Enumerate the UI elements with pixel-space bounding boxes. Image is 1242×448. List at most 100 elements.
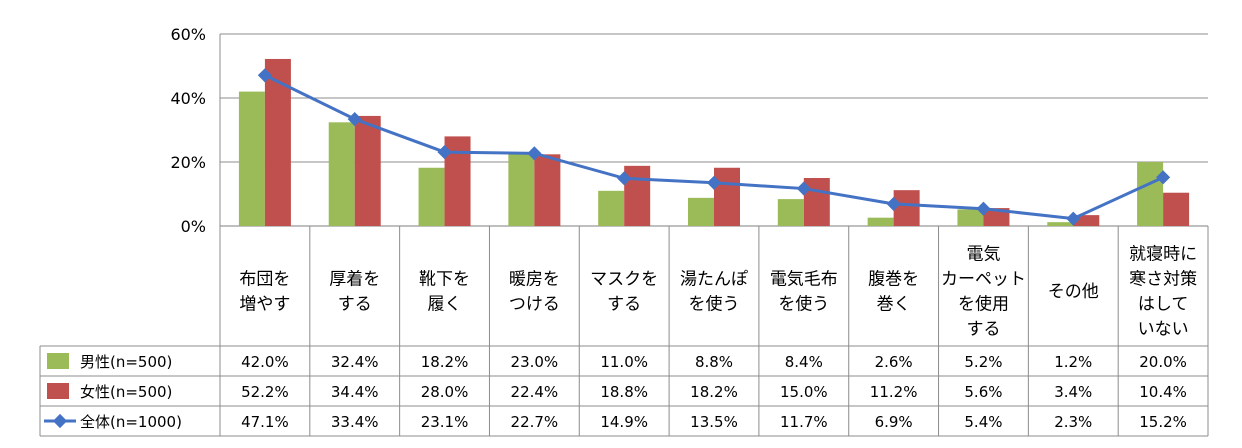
data-label: 10.4% [1139, 383, 1187, 401]
x-tick-label: 履く [428, 295, 462, 315]
y-tick-label: 40% [170, 89, 206, 108]
x-tick-label: する [966, 320, 1000, 340]
data-label: 20.0% [1139, 353, 1187, 371]
x-tick-label: マスクを [590, 270, 658, 290]
bar-female [534, 154, 561, 226]
bar-male [1047, 222, 1074, 226]
x-tick-label: する [607, 295, 641, 315]
x-tick-label: いない [1138, 320, 1189, 340]
bar-female [354, 115, 381, 226]
data-label: 28.0% [421, 383, 469, 401]
bar-female [714, 167, 740, 226]
data-label: 15.2% [1139, 413, 1187, 431]
data-label: 11.2% [870, 383, 918, 401]
x-tick-label: つける [509, 295, 560, 315]
x-tick-label: カーペット [941, 270, 1026, 290]
data-label: 8.8% [695, 353, 733, 371]
x-tick-label: その他 [1048, 282, 1099, 302]
x-tick-label: 巻く [877, 295, 911, 315]
data-label: 2.3% [1054, 413, 1092, 431]
bar-male [508, 152, 535, 226]
bar-male [777, 199, 804, 226]
bar-female [803, 178, 830, 226]
data-label: 18.2% [690, 383, 738, 401]
line-point [257, 68, 272, 83]
y-tick-label: 0% [181, 217, 206, 236]
line-point [1156, 170, 1171, 185]
line-point [527, 146, 542, 161]
bar-male [688, 197, 714, 226]
data-label: 22.7% [511, 413, 559, 431]
x-tick-label: する [338, 295, 372, 315]
data-label: 11.0% [600, 353, 648, 371]
data-label: 2.6% [875, 353, 913, 371]
bar-female [983, 208, 1010, 226]
data-table: 42.0% 32.4% 18.2% 23.0% 11.0% 8.8% 8.4% 2.6% 5.2… [39, 226, 1209, 437]
x-tick-label: 寒さ対策 [1129, 270, 1197, 290]
data-label: 52.2% [241, 383, 289, 401]
line-point [886, 196, 901, 211]
x-tick-label: 靴下を [419, 270, 470, 290]
x-tick-label: を使う [689, 294, 740, 315]
bars [238, 58, 1190, 227]
bar-male [238, 91, 265, 226]
line-point [437, 145, 452, 160]
data-label: 13.5% [690, 413, 738, 431]
gridlines: 0% 20% 40% 60% [170, 25, 1208, 236]
legend-item: 全体(n=1000) [44, 413, 182, 431]
x-tick-label: 湯たんぽ [680, 270, 748, 290]
data-label: 5.6% [964, 383, 1002, 401]
legend-swatch [47, 383, 69, 399]
line-point [617, 171, 632, 186]
bar-female [1073, 215, 1100, 226]
x-tick-label: 布団を [239, 270, 290, 290]
data-label: 42.0% [241, 353, 289, 371]
data-label: 5.4% [964, 413, 1002, 431]
x-tick-label: 暖房を [509, 270, 560, 290]
data-label: 23.0% [511, 353, 559, 371]
legend-label: 全体(n=1000) [80, 413, 182, 431]
bar-male [598, 190, 625, 226]
y-tick-label: 60% [170, 25, 206, 44]
bar-female [893, 190, 920, 226]
y-tick-label: 20% [170, 153, 206, 172]
data-label: 3.4% [1054, 383, 1092, 401]
bar-male [418, 167, 445, 226]
bar-male [867, 217, 894, 226]
legend-item: 女性(n=500) [47, 383, 172, 401]
x-tick-label: はして [1138, 295, 1189, 315]
line-point [706, 175, 722, 190]
data-label: 1.2% [1054, 353, 1092, 371]
x-tick-label: を使用 [958, 294, 1009, 315]
data-label: 6.9% [875, 413, 913, 431]
x-tick-label: 腹巻を [868, 270, 919, 290]
data-label: 14.9% [600, 413, 648, 431]
legend-marker [52, 413, 68, 429]
line-point [796, 181, 811, 196]
bar-female [624, 165, 651, 226]
x-tick-label: 電気毛布 [770, 270, 838, 290]
data-label: 34.4% [331, 383, 379, 401]
data-label: 8.4% [785, 353, 823, 371]
data-label: 5.2% [964, 353, 1002, 371]
legend-label: 男性(n=500) [80, 353, 172, 371]
data-label: 23.1% [421, 413, 469, 431]
x-tick-label: 増やす [239, 295, 290, 315]
legend-label: 女性(n=500) [80, 383, 172, 401]
data-label: 15.0% [780, 383, 828, 401]
x-tick-label: 電気 [966, 245, 1000, 265]
data-label: 47.1% [241, 413, 289, 431]
bar-female [264, 58, 291, 227]
x-tick-label: 就寝時に [1129, 244, 1197, 265]
line-point [976, 201, 991, 216]
bar-male [957, 209, 984, 226]
data-label: 32.4% [331, 353, 379, 371]
data-label: 18.8% [600, 383, 648, 401]
line-point [347, 112, 362, 127]
x-tick-label: 厚着を [329, 270, 380, 290]
x-tick-label: を使う [778, 294, 829, 315]
data-label: 33.4% [331, 413, 379, 431]
bar-male [328, 122, 355, 226]
